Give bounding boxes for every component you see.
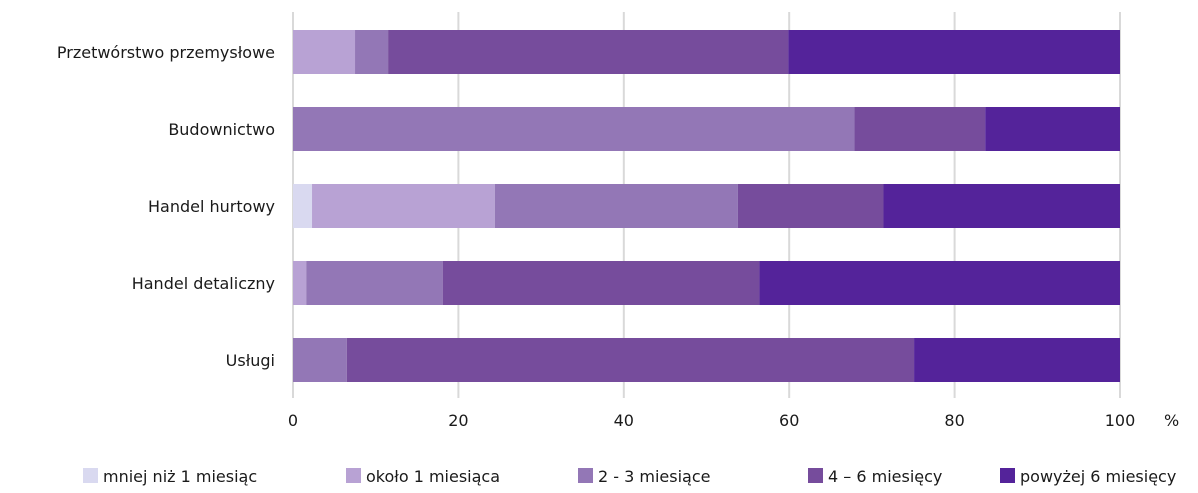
x-tick-label: 40	[614, 411, 634, 430]
bar-segment	[293, 338, 347, 382]
legend-label: powyżej 6 miesięcy	[1020, 467, 1176, 486]
bars	[293, 30, 1120, 382]
x-tick-label: 60	[779, 411, 799, 430]
legend-swatch	[346, 468, 361, 483]
category-label: Budownictwo	[168, 120, 275, 139]
x-tick-label: 80	[944, 411, 964, 430]
bar-segment	[388, 30, 789, 74]
x-tick-label: 0	[288, 411, 298, 430]
legend-label: 2 - 3 miesiące	[598, 467, 711, 486]
legend-label: 4 – 6 miesięcy	[828, 467, 942, 486]
category-labels: Przetwórstwo przemysłowe Budownictwo Hande…	[57, 43, 275, 370]
bar-segment	[883, 184, 1120, 228]
bar-segment	[293, 184, 313, 228]
bar-segment	[914, 338, 1120, 382]
bar-segment	[312, 184, 495, 228]
legend-swatch	[83, 468, 98, 483]
category-label: Przetwórstwo przemysłowe	[57, 43, 275, 62]
x-tick-label: 20	[448, 411, 468, 430]
bar-segment	[346, 338, 915, 382]
legend-swatch	[1000, 468, 1015, 483]
legend-swatch	[578, 468, 593, 483]
bar-segment	[737, 184, 884, 228]
bar-segment	[293, 261, 307, 305]
legend: mniej niż 1 miesiąc około 1 miesiąca 2 - 3…	[83, 467, 1176, 486]
x-tick-label: 100	[1105, 411, 1136, 430]
legend-label: około 1 miesiąca	[366, 467, 500, 486]
bar-segment	[306, 261, 443, 305]
bar-segment	[854, 107, 986, 151]
bar-segment	[494, 184, 738, 228]
legend-swatch	[808, 468, 823, 483]
category-label: Usługi	[226, 351, 275, 370]
bar-segment	[788, 30, 1120, 74]
bar-segment	[293, 30, 356, 74]
bar-segment	[442, 261, 760, 305]
bar-segment	[759, 261, 1120, 305]
category-label: Handel detaliczny	[132, 274, 275, 293]
x-axis-unit: %	[1164, 411, 1179, 430]
bar-segment	[985, 107, 1120, 151]
bar-segment	[355, 30, 389, 74]
bar-segment	[293, 107, 855, 151]
category-label: Handel hurtowy	[148, 197, 275, 216]
x-axis-ticks: 0 20 40 60 80 100	[288, 411, 1135, 430]
legend-label: mniej niż 1 miesiąc	[103, 467, 257, 486]
